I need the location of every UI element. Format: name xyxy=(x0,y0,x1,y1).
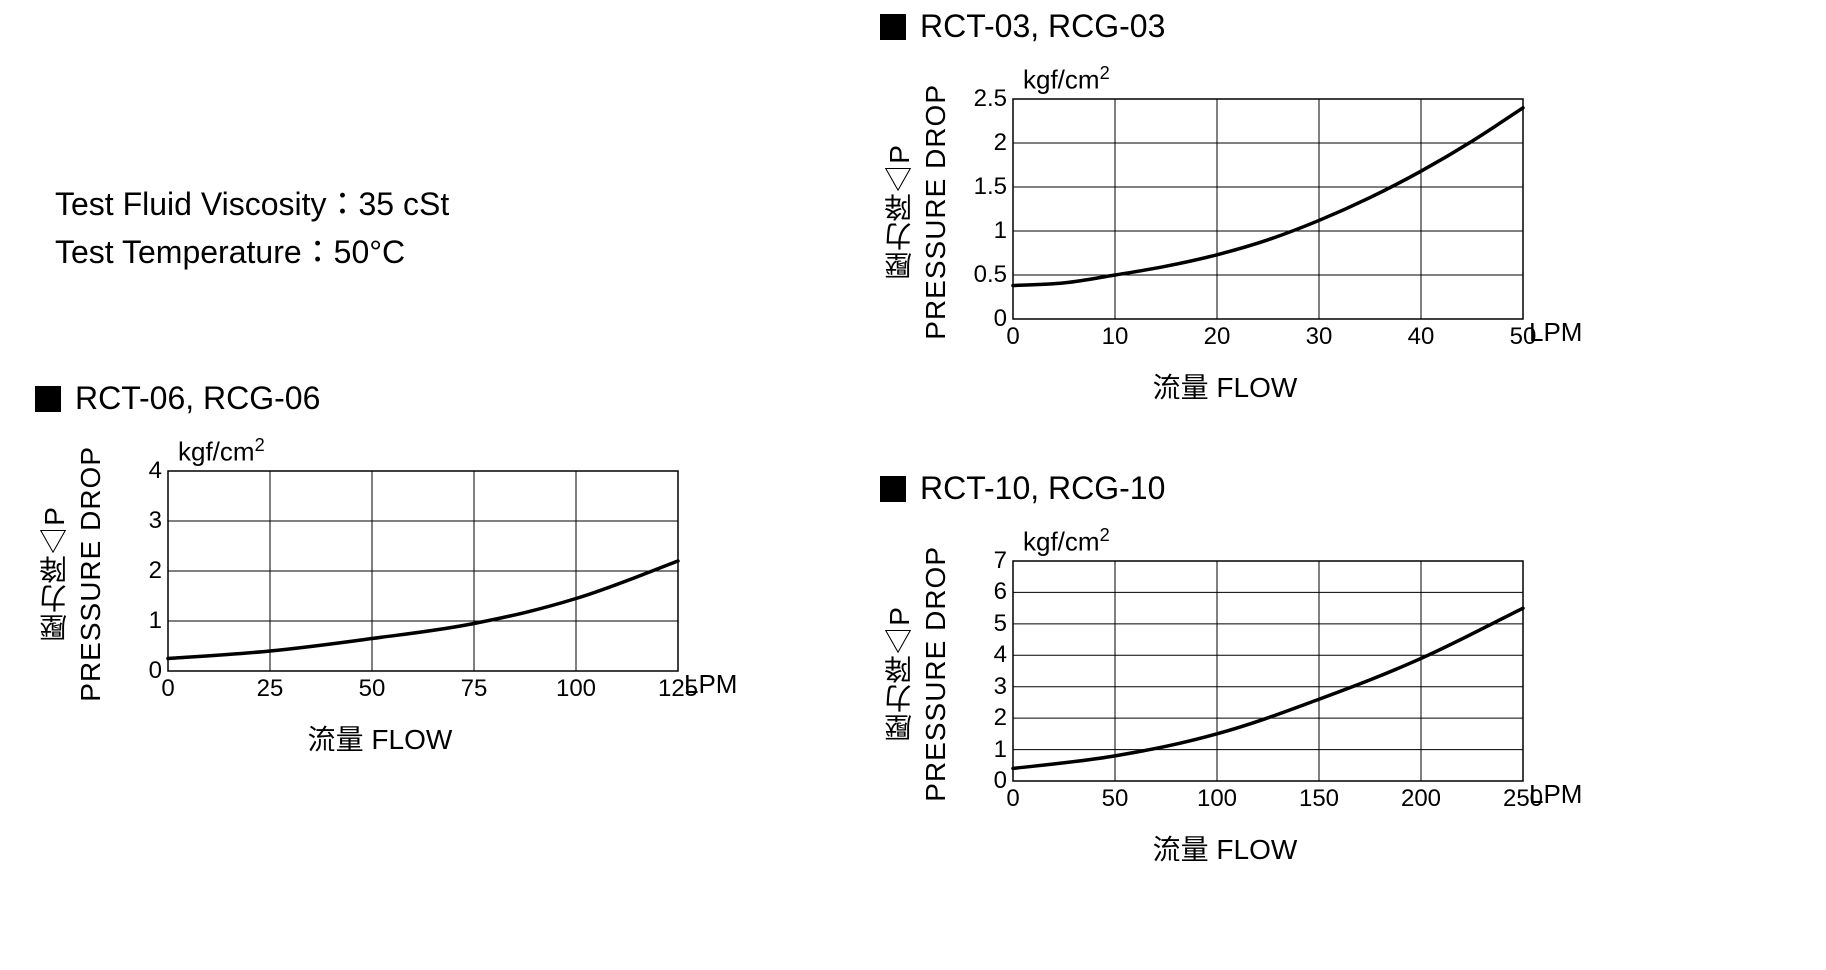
chart-c10: RCT-10, RCG-10壓力降△PPRESSURE DROPkgf/cm2L… xyxy=(880,470,1593,868)
x-tick-label: 50 xyxy=(1090,785,1140,813)
y-tick-label: 3 xyxy=(116,507,162,535)
x-tick-label: 250 xyxy=(1498,785,1548,813)
x-tick-label: 75 xyxy=(449,675,499,703)
chart-title-text: RCT-10, RCG-10 xyxy=(920,470,1165,507)
x-axis-label: 流量 FLOW xyxy=(970,828,1480,868)
y-tick-label: 5 xyxy=(961,610,1007,638)
chart-svg xyxy=(958,521,1593,821)
y-tick-label: 4 xyxy=(961,641,1007,669)
y-axis-unit: kgf/cm2 xyxy=(1023,525,1110,558)
x-tick-label: 200 xyxy=(1396,785,1446,813)
chart-area: 壓力降△PPRESSURE DROPkgf/cm2LPM012345670501… xyxy=(880,521,1593,826)
y-tick-label: 2 xyxy=(961,704,1007,732)
x-tick-label: 0 xyxy=(143,675,193,703)
x-tick-label: 20 xyxy=(1192,323,1242,351)
y-tick-label: 6 xyxy=(961,578,1007,606)
y-tick-label: 1 xyxy=(116,607,162,635)
bullet-square-icon xyxy=(35,386,61,412)
chart-title-row: RCT-03, RCG-03 xyxy=(880,8,1593,45)
chart-svg xyxy=(958,59,1593,359)
y-tick-label: 1.5 xyxy=(961,173,1007,201)
x-tick-label: 0 xyxy=(988,323,1038,351)
x-tick-label: 25 xyxy=(245,675,295,703)
y-tick-label: 2 xyxy=(961,129,1007,157)
y-axis-label: 壓力降△PPRESSURE DROP xyxy=(880,546,952,802)
x-tick-label: 125 xyxy=(653,675,703,703)
x-tick-label: 10 xyxy=(1090,323,1140,351)
x-axis-label: 流量 FLOW xyxy=(970,366,1480,406)
test-conditions: Test Fluid Viscosity：35 cStTest Temperat… xyxy=(55,180,449,276)
y-axis-label: 壓力降△PPRESSURE DROP xyxy=(880,84,952,340)
y-tick-label: 7 xyxy=(961,547,1007,575)
chart-svg xyxy=(113,431,748,711)
x-tick-label: 100 xyxy=(1192,785,1242,813)
y-tick-label: 1 xyxy=(961,217,1007,245)
chart-c06: RCT-06, RCG-06壓力降△PPRESSURE DROPkgf/cm2L… xyxy=(35,380,748,758)
y-axis-unit: kgf/cm2 xyxy=(1023,63,1110,96)
test-viscosity: Test Fluid Viscosity：35 cSt xyxy=(55,180,449,228)
x-tick-label: 30 xyxy=(1294,323,1344,351)
y-tick-label: 4 xyxy=(116,457,162,485)
y-tick-label: 2.5 xyxy=(961,85,1007,113)
chart-title-text: RCT-06, RCG-06 xyxy=(75,380,320,417)
x-tick-label: 40 xyxy=(1396,323,1446,351)
y-tick-label: 2 xyxy=(116,557,162,585)
chart-c03: RCT-03, RCG-03壓力降△PPRESSURE DROPkgf/cm2L… xyxy=(880,8,1593,406)
x-axis-label: 流量 FLOW xyxy=(125,718,635,758)
bullet-square-icon xyxy=(880,14,906,40)
y-axis-label: 壓力降△PPRESSURE DROP xyxy=(35,446,107,702)
plot-wrap: kgf/cm2LPM012340255075100125 xyxy=(113,431,748,716)
y-tick-label: 1 xyxy=(961,736,1007,764)
chart-area: 壓力降△PPRESSURE DROPkgf/cm2LPM00.511.522.5… xyxy=(880,59,1593,364)
plot-wrap: kgf/cm2LPM01234567050100150200250 xyxy=(958,521,1593,826)
x-tick-label: 50 xyxy=(347,675,397,703)
chart-title-row: RCT-10, RCG-10 xyxy=(880,470,1593,507)
chart-title-row: RCT-06, RCG-06 xyxy=(35,380,748,417)
y-tick-label: 0.5 xyxy=(961,261,1007,289)
bullet-square-icon xyxy=(880,476,906,502)
x-tick-label: 150 xyxy=(1294,785,1344,813)
test-temperature: Test Temperature：50°C xyxy=(55,228,449,276)
y-axis-unit: kgf/cm2 xyxy=(178,435,265,468)
plot-wrap: kgf/cm2LPM00.511.522.501020304050 xyxy=(958,59,1593,364)
chart-area: 壓力降△PPRESSURE DROPkgf/cm2LPM012340255075… xyxy=(35,431,748,716)
x-tick-label: 0 xyxy=(988,785,1038,813)
chart-title-text: RCT-03, RCG-03 xyxy=(920,8,1165,45)
y-tick-label: 3 xyxy=(961,673,1007,701)
x-tick-label: 50 xyxy=(1498,323,1548,351)
x-tick-label: 100 xyxy=(551,675,601,703)
